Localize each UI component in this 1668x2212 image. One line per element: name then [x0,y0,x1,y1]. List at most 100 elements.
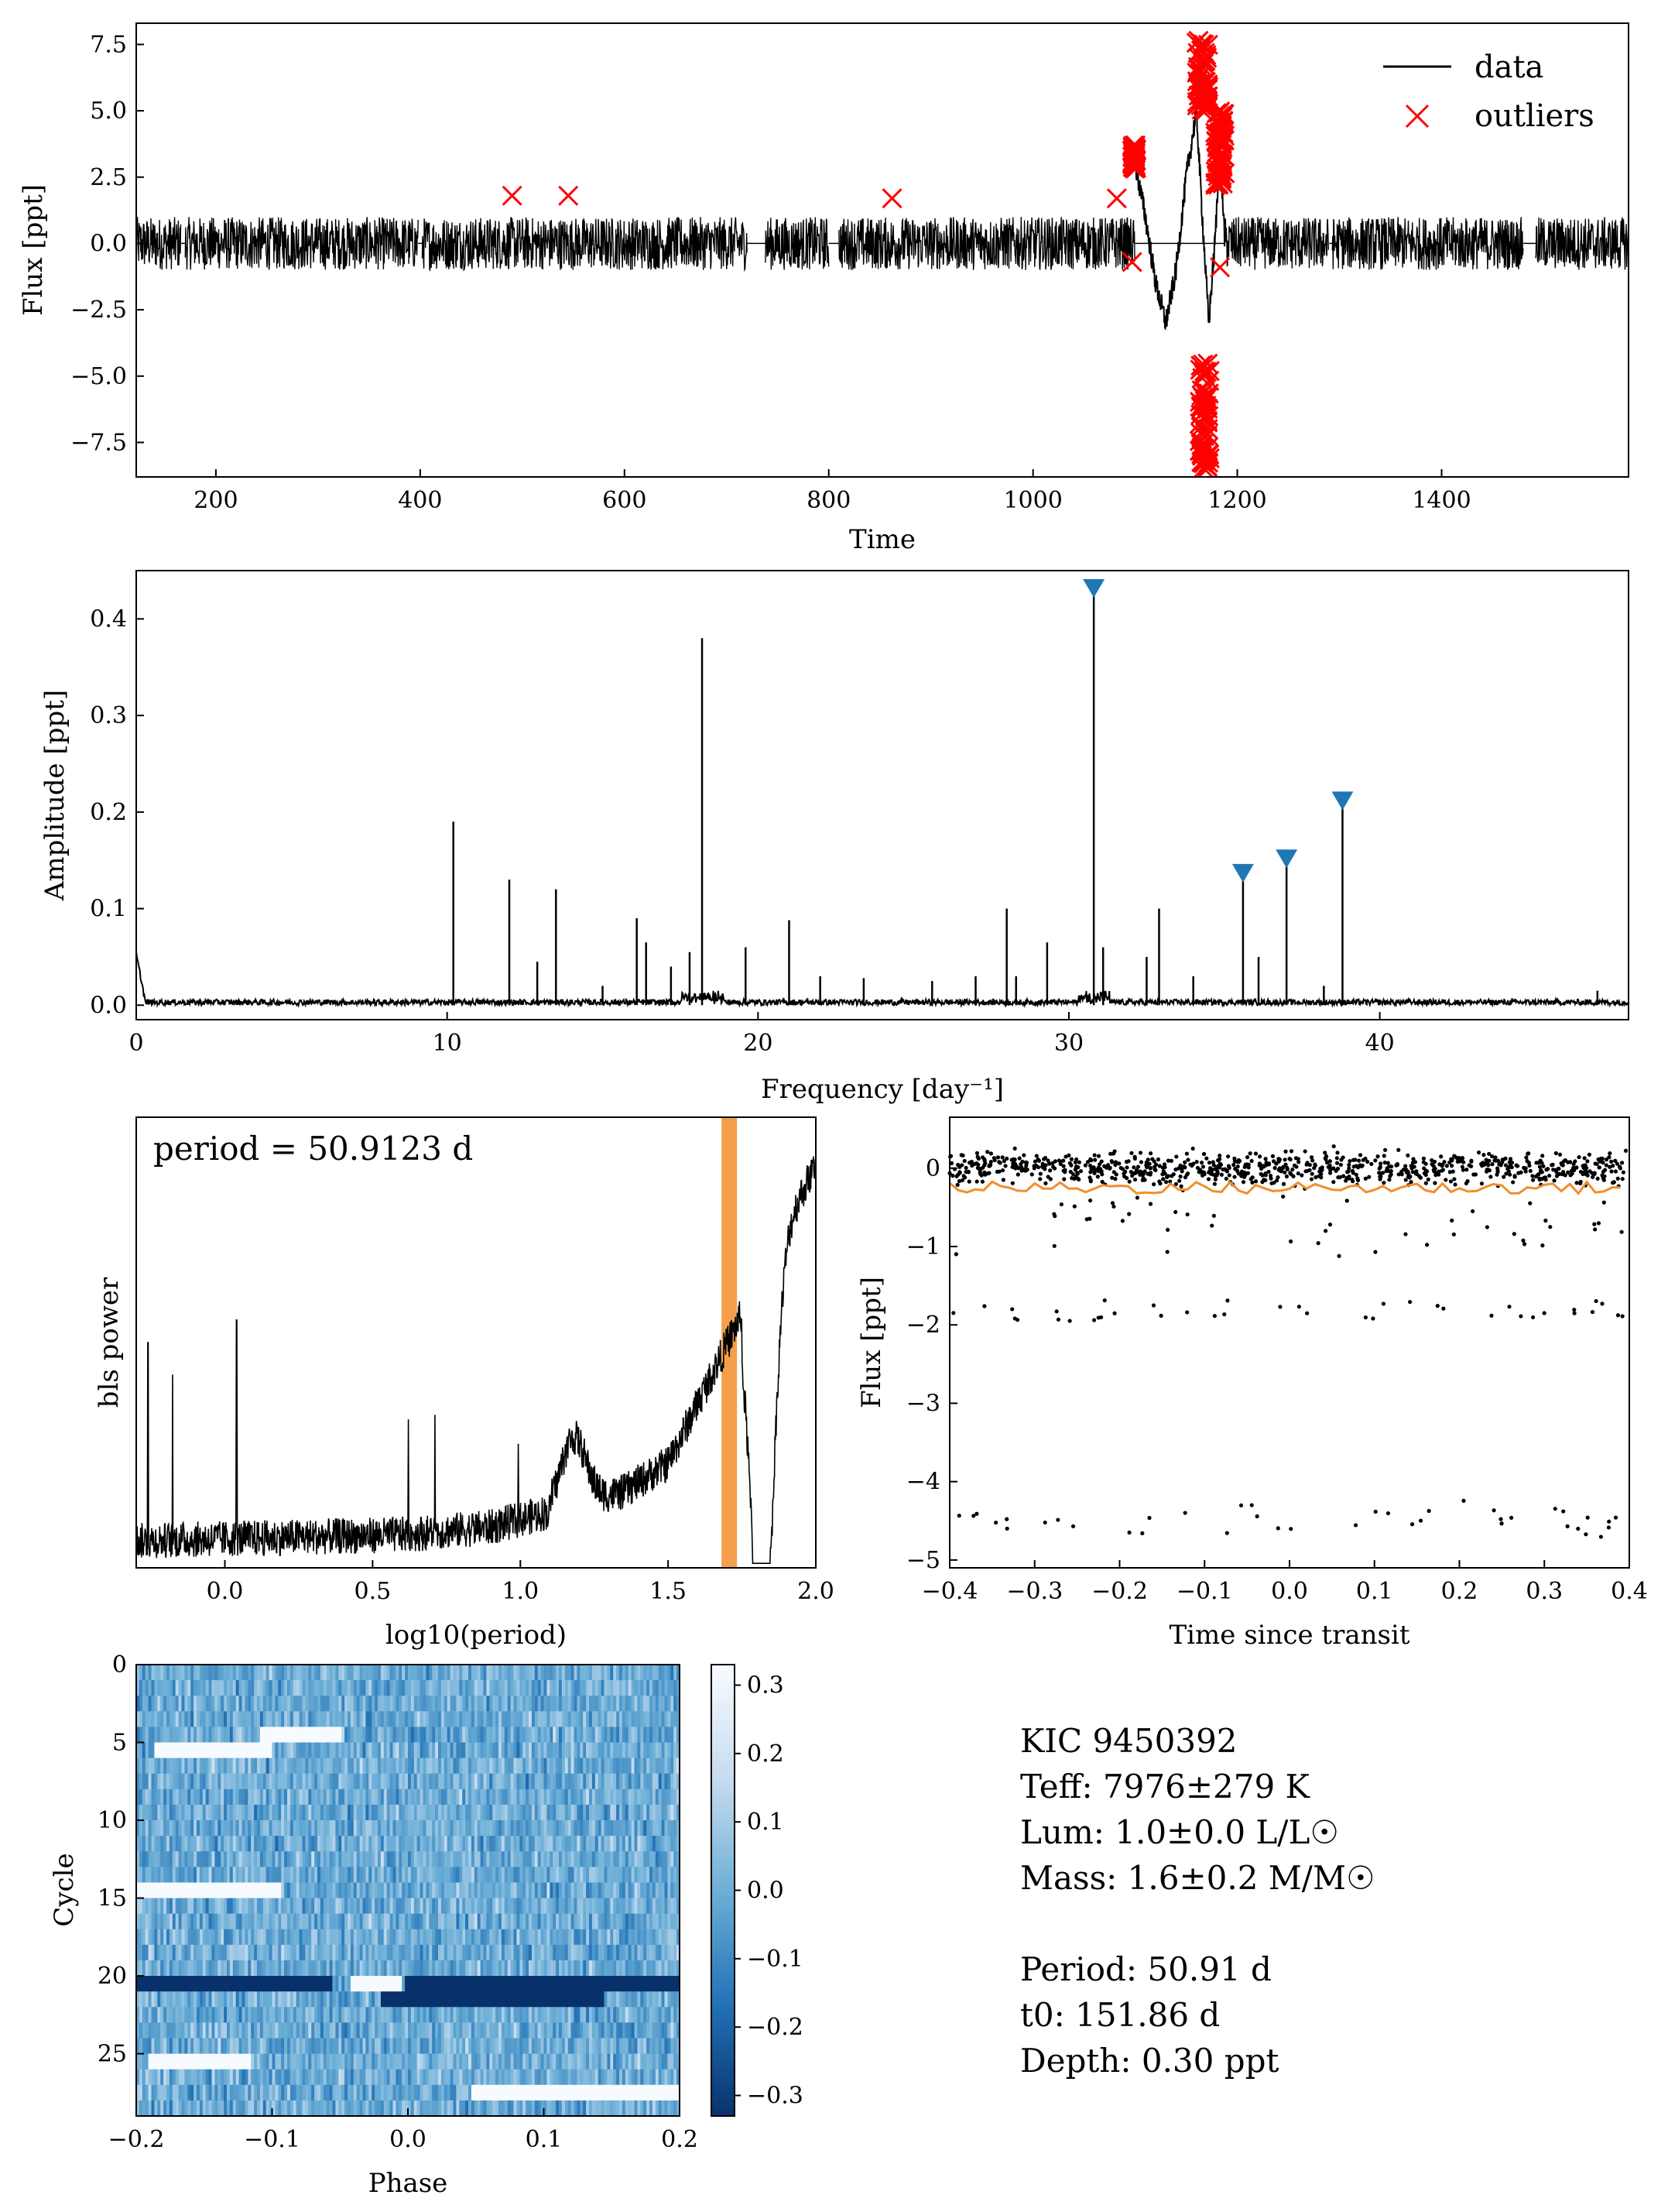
river-cell [175,1696,180,1712]
folded-point [1287,1156,1292,1161]
river-cell [169,1680,173,1696]
folded-point [1300,1173,1304,1178]
folded-point [1433,1159,1437,1164]
river-cell [166,1788,170,1806]
river-cell [392,1773,396,1790]
folded-point [1495,1166,1500,1171]
periodogram-xlabel: Frequency [day⁻¹] [761,1074,1004,1105]
river-cell [184,1898,188,1915]
river-cell [646,1711,650,1728]
river-cell [459,1696,463,1712]
river-cell [570,1727,575,1744]
river-cell [405,1711,409,1728]
river-cell [586,1680,590,1696]
river-cell [423,1680,426,1696]
river-cell [287,1665,291,1681]
river-cell [396,1711,399,1728]
river-cell [145,1773,149,1790]
river-cell [178,1898,183,1915]
folded-point [1337,1253,1341,1258]
river-cell [197,1788,200,1806]
river-cell [604,1727,608,1744]
folded-point [1385,1168,1389,1172]
river-cell [262,1913,267,1930]
river-cell [652,1665,656,1681]
folded-point [1209,1169,1214,1174]
river-cell [649,1913,653,1930]
river-cell [410,1742,415,1759]
river-cell [495,1758,499,1775]
folded-point [1245,1155,1250,1160]
river-cell [232,1820,237,1836]
river-cell [426,1913,430,1930]
folded-point [978,1170,982,1175]
river-cell [278,1898,282,1915]
river-cell [410,1913,415,1930]
river-cell [332,1882,336,1899]
river-cell [251,1804,255,1821]
river-cell [567,1851,572,1867]
river-cell [673,1788,677,1806]
river-cell [556,1742,560,1759]
river-cell [631,1680,635,1696]
river-cell [423,1773,426,1790]
river-cell [480,1742,485,1759]
river-cell [456,1913,460,1930]
river-cell [217,1898,221,1915]
river-cell [344,1773,348,1790]
river-cell [187,1882,191,1899]
river-cell [574,1742,577,1759]
river-cell [468,1696,472,1712]
folded-point [1120,1219,1125,1223]
river-cell [372,1758,375,1775]
river-cell [567,1913,572,1930]
river-cell [444,1727,448,1744]
river-cell [350,1680,354,1696]
river-cell [498,1788,502,1806]
river-cell [580,1788,584,1806]
river-cell [531,1680,536,1696]
river-cell [383,1836,388,1852]
river-cell [254,1898,258,1915]
river-cell [329,1711,334,1728]
folded-point [1378,1164,1382,1169]
river-cell [534,1665,539,1681]
periodogram-ytick-label: 0.0 [90,992,127,1019]
river-cell [591,1820,596,1836]
river-cell [519,1820,523,1836]
river-cell [498,1742,502,1759]
river-cell [308,1836,312,1852]
river-cell [649,1665,653,1681]
river-cell [254,1665,258,1681]
river-cell [181,1727,185,1744]
river-cell [440,1773,445,1790]
river-cell [197,1820,200,1836]
river-cell [175,1727,180,1744]
river-cell [190,1867,194,1884]
folded-point [1033,1159,1037,1164]
river-cell [513,1696,517,1712]
river-cell [471,1773,475,1790]
outlier-marker [1196,45,1217,66]
river-cell [486,1788,490,1806]
river-cell [507,1758,512,1775]
folded-point [1484,1157,1488,1162]
river-cell [251,1773,255,1790]
folded-point [1574,1165,1579,1170]
river-cell [399,1898,402,1915]
river-cell [332,1820,336,1836]
river-cell [540,1758,545,1775]
river-cell [139,1711,143,1728]
river-cell [372,1742,375,1759]
river-cell [628,1680,632,1696]
river-cell [432,1913,436,1930]
river-cell [232,1788,237,1806]
river-cell [375,1851,378,1867]
river-cell [299,1820,303,1836]
river-cell [175,1913,180,1930]
river-cell [235,1711,240,1728]
river-cell [652,1742,656,1759]
river-cell [556,1696,560,1712]
river-cell [495,1680,499,1696]
river-cell [142,1773,146,1790]
